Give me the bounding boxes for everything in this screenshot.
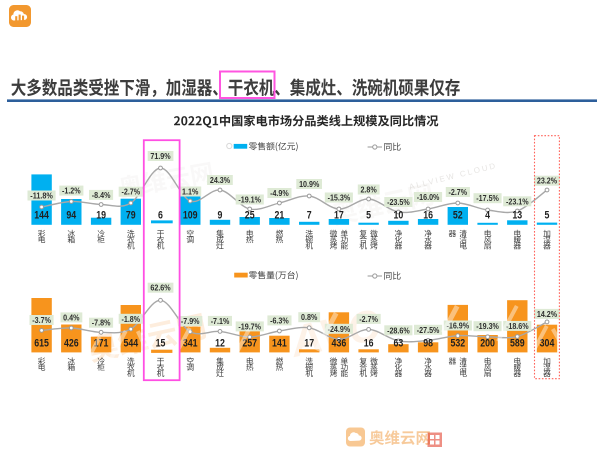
svg-text:-15.3%: -15.3% <box>328 194 351 203</box>
svg-text:17: 17 <box>304 337 314 349</box>
svg-text:0.8%: 0.8% <box>301 313 318 322</box>
svg-text:436: 436 <box>332 337 347 349</box>
svg-text:71.9%: 71.9% <box>150 152 171 161</box>
svg-text:4: 4 <box>485 210 491 222</box>
svg-text:19: 19 <box>96 210 106 222</box>
svg-text:-28.6%: -28.6% <box>387 326 410 335</box>
svg-text:-1.2%: -1.2% <box>62 187 81 196</box>
svg-text:-4.9%: -4.9% <box>270 189 289 198</box>
svg-text:1.1%: 1.1% <box>182 188 199 197</box>
svg-text:-18.6%: -18.6% <box>506 322 529 331</box>
svg-text:13: 13 <box>512 210 522 222</box>
svg-text:7: 7 <box>307 210 312 222</box>
svg-text:-16.9%: -16.9% <box>447 322 470 331</box>
svg-text:15: 15 <box>156 337 166 349</box>
svg-text:-23.1%: -23.1% <box>506 197 529 206</box>
svg-text:304: 304 <box>540 337 555 349</box>
svg-text:10: 10 <box>394 210 404 222</box>
svg-text:544: 544 <box>123 337 138 349</box>
svg-text:-1.8%: -1.8% <box>122 315 141 324</box>
svg-text:5: 5 <box>545 210 550 222</box>
svg-text:589: 589 <box>510 337 525 349</box>
svg-text:-19.3%: -19.3% <box>476 322 499 331</box>
svg-text:109: 109 <box>183 210 198 222</box>
svg-text:426: 426 <box>64 337 79 349</box>
svg-text:24.3%: 24.3% <box>210 176 231 185</box>
svg-text:-8.4%: -8.4% <box>92 191 111 200</box>
svg-text:63: 63 <box>394 337 404 349</box>
svg-text:79: 79 <box>126 210 136 222</box>
svg-text:21: 21 <box>275 210 285 222</box>
svg-text:62.6%: 62.6% <box>150 284 171 293</box>
svg-text:-17.5%: -17.5% <box>476 194 499 203</box>
svg-text:-2.7%: -2.7% <box>122 188 141 197</box>
svg-text:12: 12 <box>215 337 225 349</box>
svg-text:-19.1%: -19.1% <box>238 196 261 205</box>
svg-text:257: 257 <box>242 337 257 349</box>
svg-text:-2.7%: -2.7% <box>449 188 468 197</box>
svg-text:17: 17 <box>334 210 344 222</box>
svg-text:144: 144 <box>34 210 49 222</box>
svg-text:-19.7%: -19.7% <box>238 322 261 331</box>
svg-text:94: 94 <box>66 210 76 222</box>
svg-text:5: 5 <box>366 210 371 222</box>
svg-text:615: 615 <box>34 337 49 349</box>
svg-text:52: 52 <box>453 210 463 222</box>
svg-text:-2.7%: -2.7% <box>359 315 378 324</box>
svg-text:0.4%: 0.4% <box>63 313 80 322</box>
svg-text:10.9%: 10.9% <box>299 180 320 189</box>
svg-text:6: 6 <box>158 210 163 222</box>
svg-text:-7.9%: -7.9% <box>181 317 200 326</box>
svg-text:-27.5%: -27.5% <box>417 326 440 335</box>
svg-text:-24.9%: -24.9% <box>328 325 351 334</box>
svg-text:-7.8%: -7.8% <box>92 319 111 328</box>
svg-text:-16.0%: -16.0% <box>417 193 440 202</box>
svg-text:341: 341 <box>183 337 198 349</box>
svg-text:23.2%: 23.2% <box>537 177 558 186</box>
svg-text:-6.3%: -6.3% <box>270 316 289 325</box>
svg-text:-11.8%: -11.8% <box>30 192 53 201</box>
svg-text:98: 98 <box>423 337 433 349</box>
svg-text:-3.7%: -3.7% <box>32 316 51 325</box>
svg-text:9: 9 <box>218 210 223 222</box>
svg-text:16: 16 <box>423 210 433 222</box>
svg-text:532: 532 <box>450 337 465 349</box>
svg-text:171: 171 <box>94 337 109 349</box>
svg-text:-23.5%: -23.5% <box>387 198 410 207</box>
svg-text:2.8%: 2.8% <box>360 186 377 195</box>
svg-text:200: 200 <box>480 337 495 349</box>
svg-text:141: 141 <box>272 337 287 349</box>
svg-text:14.2%: 14.2% <box>537 310 558 319</box>
svg-text:25: 25 <box>245 210 255 222</box>
svg-text:-7.1%: -7.1% <box>211 317 230 326</box>
svg-text:16: 16 <box>364 337 374 349</box>
